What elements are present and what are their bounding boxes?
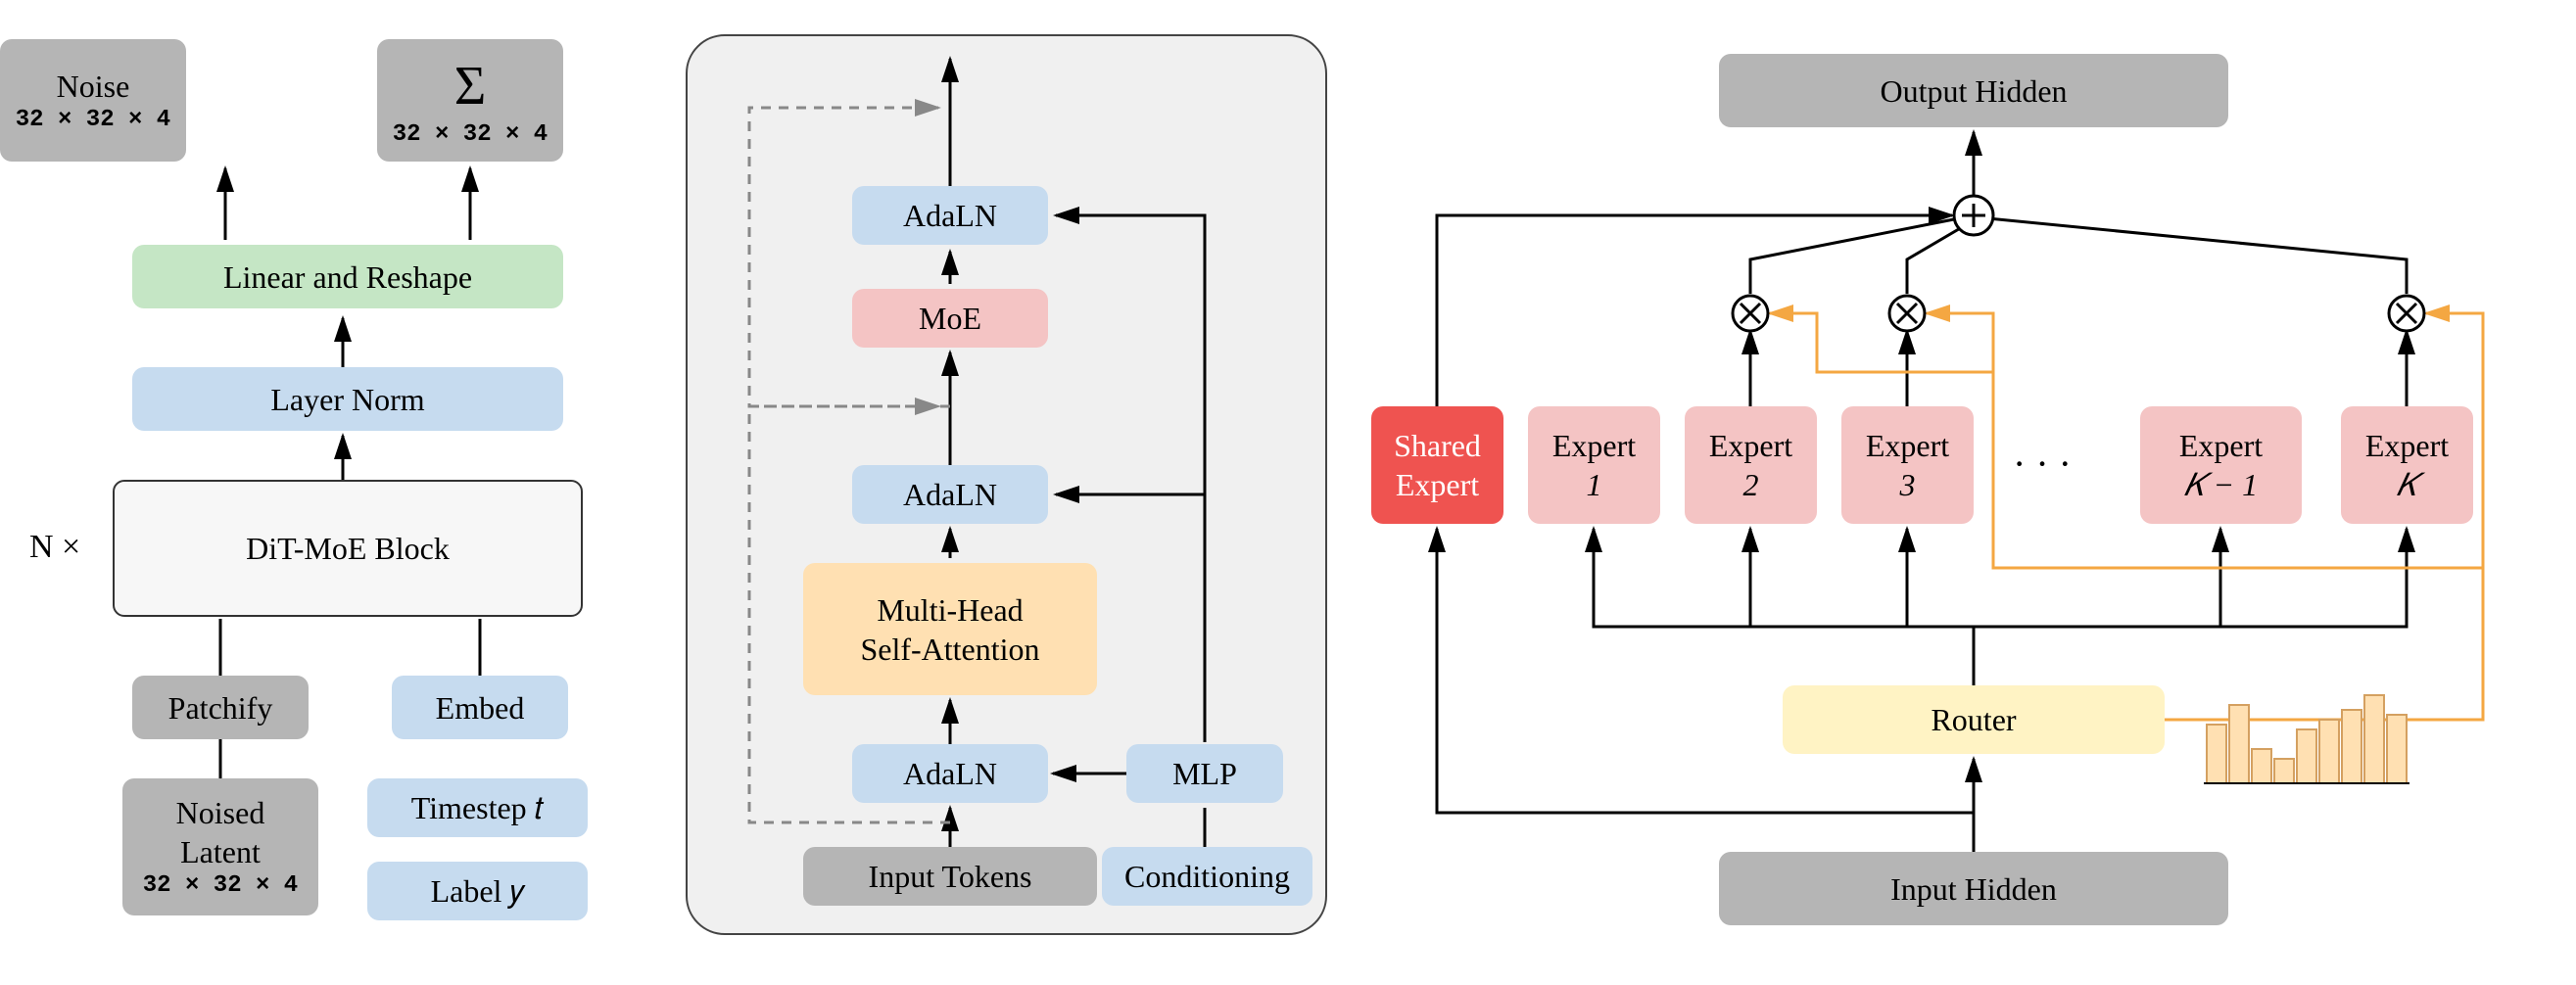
timestep-label: Timestep 𝑡 [411,788,545,827]
input-hidden-label: Input Hidden [1890,869,2057,909]
adaln-mid-box: AdaLN [852,465,1048,524]
expert-km1-l1: Expert [2179,426,2263,465]
mult-node-1 [1733,296,1768,331]
adaln-bot-box: AdaLN [852,744,1048,803]
sigma-shape: 32 × 32 × 4 [393,120,548,150]
mhsa-l2: Self-Attention [860,630,1039,669]
expert-k-box: Expert 𝐾 [2341,406,2473,524]
mhsa-box: Multi-Head Self-Attention [803,563,1097,695]
noised-latent-box: Noised Latent 32 × 32 × 4 [122,778,318,915]
timestep-box: Timestep 𝑡 [367,778,588,837]
noise-box: Noise 32 × 32 × 4 [0,39,186,162]
moe-box: MoE [852,289,1048,348]
linear-reshape-label: Linear and Reshape [223,258,472,297]
expert-2-l1: Expert [1709,426,1792,465]
layer-norm-label: Layer Norm [270,380,424,419]
conditioning-label: Conditioning [1124,857,1290,896]
embed-label: Embed [436,688,525,727]
expert-1-l2: 1 [1587,465,1602,504]
shared-expert-box: Shared Expert [1371,406,1503,524]
linear-reshape-box: Linear and Reshape [132,245,563,308]
moe-label: MoE [919,299,981,338]
ellipsis-label: · · · [2013,441,2072,487]
panel-architecture: Noise 32 × 32 × 4 Σ 32 × 32 × 4 Linear a… [0,0,666,946]
input-hidden-box: Input Hidden [1719,852,2228,925]
mlp-label: MLP [1172,754,1237,793]
expert-k-l1: Expert [2365,426,2449,465]
n-times-label: N × [29,529,80,566]
expert-2-l2: 2 [1743,465,1759,504]
conditioning-box: Conditioning [1102,847,1312,906]
expert-k-l2: 𝐾 [2397,465,2418,504]
input-tokens-label: Input Tokens [869,857,1032,896]
mult-node-2 [1889,296,1925,331]
noised-label2: Latent [180,832,261,871]
patchify-box: Patchify [132,676,309,739]
sigma-symbol: Σ [454,52,487,120]
sigma-box: Σ 32 × 32 × 4 [377,39,563,162]
output-hidden-label: Output Hidden [1880,71,2067,111]
noised-shape: 32 × 32 × 4 [143,871,298,901]
adaln-mid-label: AdaLN [903,475,997,514]
expert-3-l1: Expert [1866,426,1949,465]
noise-shape: 32 × 32 × 4 [16,106,170,135]
adaln-top-label: AdaLN [903,196,997,235]
layer-norm-box: Layer Norm [132,367,563,431]
shared-expert-l1: Shared [1394,426,1481,465]
noised-label1: Noised [176,793,265,832]
expert-3-l2: 3 [1900,465,1916,504]
adaln-top-box: AdaLN [852,186,1048,245]
input-tokens-box: Input Tokens [803,847,1097,906]
expert-km1-box: Expert 𝐾 − 1 [2140,406,2302,524]
router-box: Router [1783,685,2165,754]
panel-block-detail: AdaLN MoE AdaLN Multi-Head Self-Attentio… [676,0,1342,946]
expert-3-box: Expert 3 [1841,406,1974,524]
adaln-bot-label: AdaLN [903,754,997,793]
panel-moe-detail: Output Hidden Shared Expert Expert 1 Exp… [1366,0,2556,946]
dit-moe-label: DiT-MoE Block [246,529,450,568]
mlp-box: MLP [1126,744,1283,803]
router-label: Router [1931,700,2016,739]
patchify-label: Patchify [168,688,273,727]
mult-node-3 [2389,296,2424,331]
label-y-label: Label 𝑦 [431,871,525,911]
dit-moe-block-box: DiT-MoE Block [113,480,583,617]
shared-expert-l2: Expert [1396,465,1479,504]
embed-box: Embed [392,676,568,739]
mhsa-l1: Multi-Head [877,590,1023,630]
output-hidden-box: Output Hidden [1719,54,2228,127]
label-y-box: Label 𝑦 [367,862,588,920]
expert-2-box: Expert 2 [1685,406,1817,524]
expert-1-l1: Expert [1552,426,1636,465]
noise-title: Noise [57,67,130,106]
expert-1-box: Expert 1 [1528,406,1660,524]
expert-km1-l2: 𝐾 − 1 [2184,465,2258,504]
router-histogram [2199,666,2414,793]
